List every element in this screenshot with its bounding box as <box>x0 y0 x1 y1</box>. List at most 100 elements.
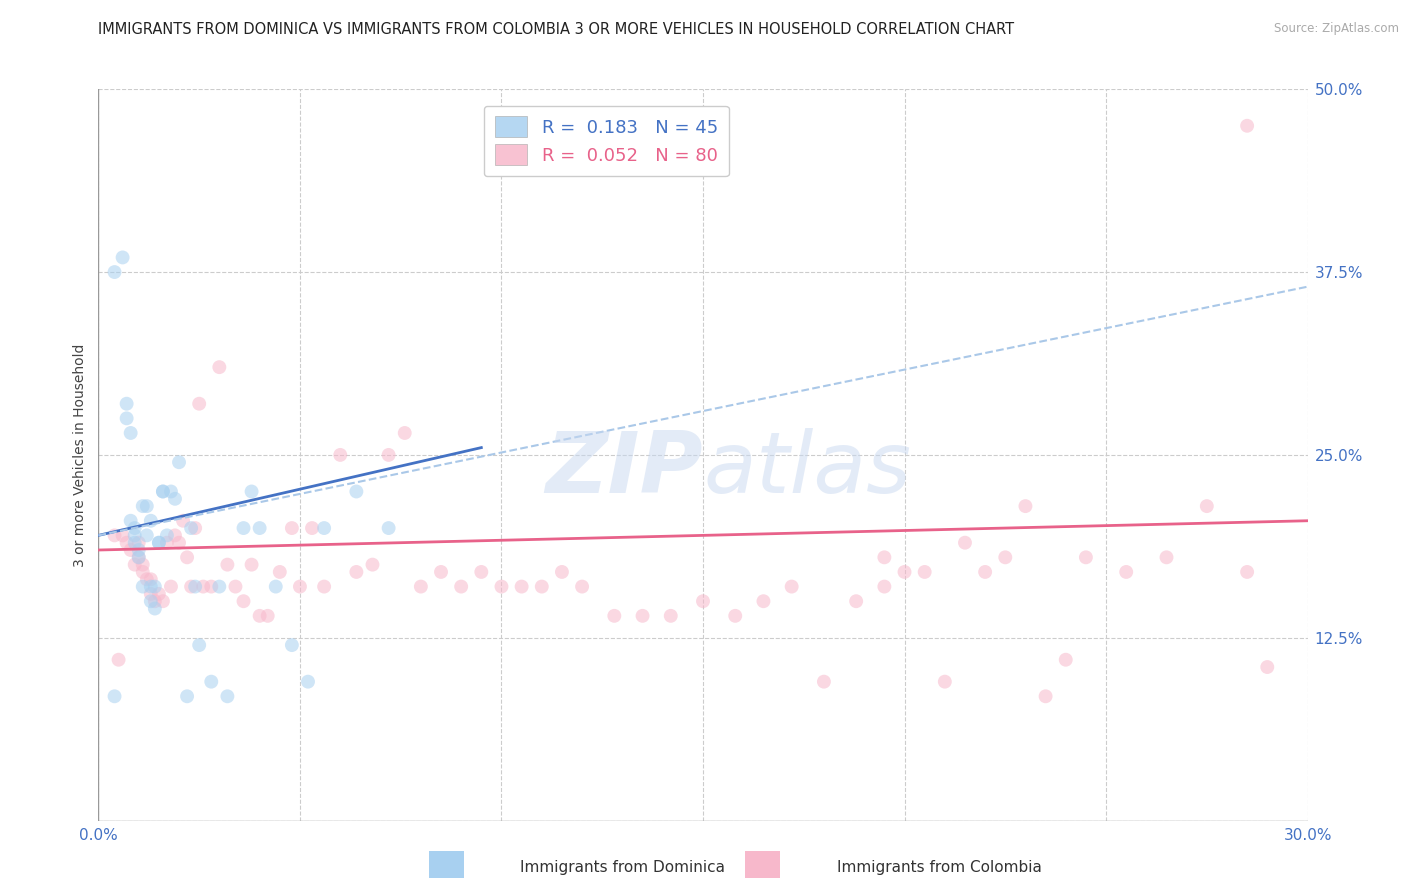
Text: atlas: atlas <box>703 428 911 511</box>
Point <box>344 484 367 499</box>
Point <box>752 594 775 608</box>
Point <box>103 690 125 704</box>
Point <box>103 528 125 542</box>
Point <box>1256 660 1278 674</box>
Point <box>249 608 271 623</box>
Text: Immigrants from Colombia: Immigrants from Colombia <box>837 860 1042 874</box>
Point <box>139 587 162 601</box>
Point <box>152 594 174 608</box>
Point <box>301 521 323 535</box>
Point <box>208 580 231 594</box>
Point <box>530 580 553 594</box>
Point <box>124 528 146 542</box>
Point <box>249 521 271 535</box>
Point <box>1115 565 1137 579</box>
Point <box>269 565 291 579</box>
Point <box>329 448 352 462</box>
Point <box>430 565 453 579</box>
Point <box>139 514 162 528</box>
Point <box>128 550 150 565</box>
Point <box>256 608 278 623</box>
Point <box>692 594 714 608</box>
Point <box>1236 119 1258 133</box>
Point <box>152 484 174 499</box>
Point <box>934 674 956 689</box>
Point <box>551 565 574 579</box>
Point <box>172 514 194 528</box>
Point <box>377 448 399 462</box>
Text: Immigrants from Dominica: Immigrants from Dominica <box>520 860 725 874</box>
Point <box>914 565 936 579</box>
Point <box>132 499 155 513</box>
Point <box>128 550 150 565</box>
Point <box>163 491 186 506</box>
Point <box>167 535 190 549</box>
Point <box>148 535 170 549</box>
Point <box>394 425 416 440</box>
Point <box>115 397 138 411</box>
Point <box>143 601 166 615</box>
Point <box>184 521 207 535</box>
Point <box>780 580 803 594</box>
Point <box>217 558 239 572</box>
Point <box>124 535 146 549</box>
Point <box>143 594 166 608</box>
Point <box>377 521 399 535</box>
Point <box>1054 653 1077 667</box>
Point <box>724 608 747 623</box>
Point <box>143 580 166 594</box>
Point <box>176 690 198 704</box>
Point <box>1195 499 1218 513</box>
Point <box>135 572 157 586</box>
Point <box>184 580 207 594</box>
Point <box>1074 550 1097 565</box>
Point <box>193 580 215 594</box>
Point <box>120 425 142 440</box>
Point <box>124 558 146 572</box>
Point <box>631 608 654 623</box>
Point <box>240 558 263 572</box>
Point <box>163 528 186 542</box>
Point <box>491 580 513 594</box>
Point <box>120 514 142 528</box>
Point <box>1236 565 1258 579</box>
Point <box>139 594 162 608</box>
Point <box>873 550 896 565</box>
Point <box>167 455 190 469</box>
Point <box>893 565 915 579</box>
Point <box>281 521 304 535</box>
Point <box>297 674 319 689</box>
Point <box>232 521 254 535</box>
Point <box>200 580 222 594</box>
Point <box>208 360 231 375</box>
Point <box>845 594 868 608</box>
Text: Source: ZipAtlas.com: Source: ZipAtlas.com <box>1274 22 1399 36</box>
Point <box>264 580 287 594</box>
Point <box>281 638 304 652</box>
Point <box>1156 550 1178 565</box>
Point <box>180 521 202 535</box>
Point <box>224 580 246 594</box>
Point <box>111 528 134 542</box>
Point <box>232 594 254 608</box>
Point <box>314 521 336 535</box>
Point <box>115 411 138 425</box>
Point <box>813 674 835 689</box>
Point <box>139 580 162 594</box>
Text: IMMIGRANTS FROM DOMINICA VS IMMIGRANTS FROM COLOMBIA 3 OR MORE VEHICLES IN HOUSE: IMMIGRANTS FROM DOMINICA VS IMMIGRANTS F… <box>98 22 1015 37</box>
Point <box>953 535 976 549</box>
Point <box>450 580 472 594</box>
Point <box>188 638 211 652</box>
Point <box>160 580 183 594</box>
Point <box>135 528 157 542</box>
Point <box>148 535 170 549</box>
Point <box>152 484 174 499</box>
Point <box>103 265 125 279</box>
Point <box>128 535 150 549</box>
Point <box>111 251 134 265</box>
Legend: R =  0.183   N = 45, R =  0.052   N = 80: R = 0.183 N = 45, R = 0.052 N = 80 <box>484 105 728 176</box>
Point <box>132 558 155 572</box>
Point <box>115 535 138 549</box>
Point <box>148 587 170 601</box>
Y-axis label: 3 or more Vehicles in Household: 3 or more Vehicles in Household <box>73 343 87 566</box>
